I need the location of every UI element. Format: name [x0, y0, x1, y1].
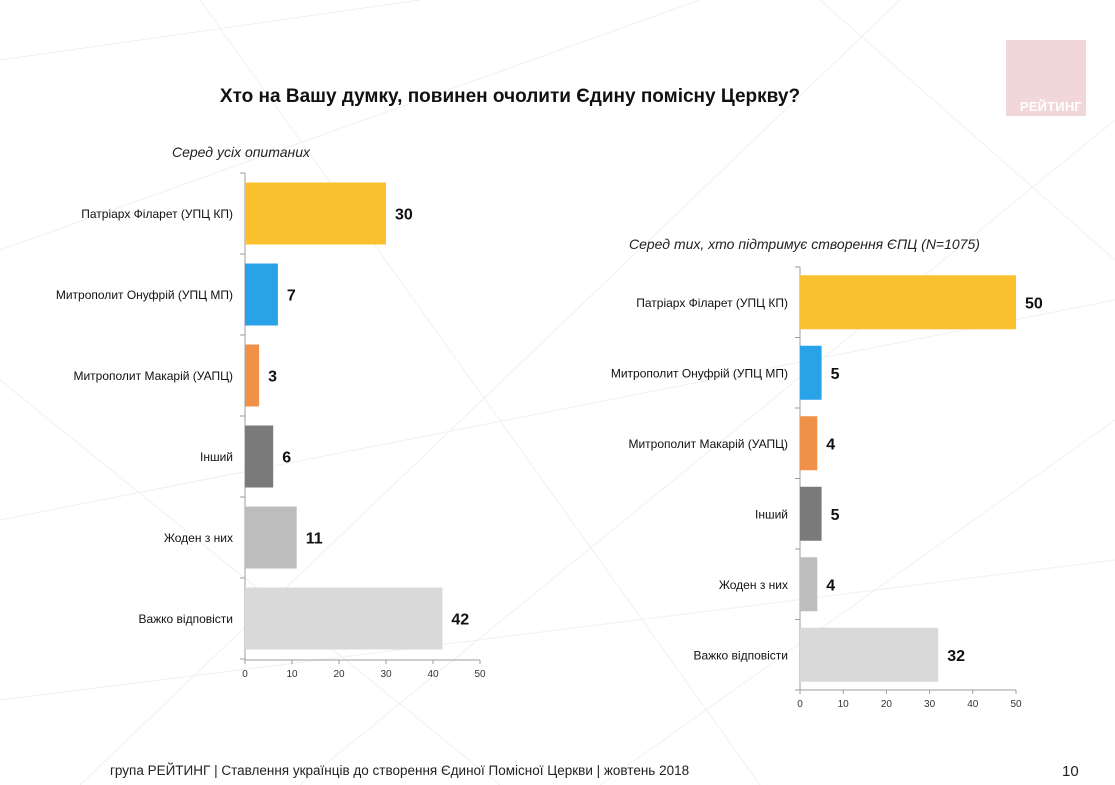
data-label: 5 — [831, 507, 840, 524]
bg-line — [0, 379, 501, 785]
category-label: Важко відповісти — [693, 648, 788, 662]
footer-text: група РЕЙТИНГ | Ставлення українців до с… — [110, 763, 690, 778]
bg-line — [0, 299, 1115, 521]
x-tick-label: 10 — [838, 699, 850, 710]
bar — [800, 627, 939, 682]
data-label: 4 — [826, 577, 835, 594]
data-label: 11 — [306, 531, 323, 548]
data-label: 50 — [1025, 295, 1043, 312]
bar — [245, 344, 260, 407]
bg-line — [0, 0, 421, 61]
rating-logo: РЕЙТИНГ — [1006, 40, 1086, 116]
bar — [800, 275, 1016, 330]
category-label: Патріарх Філарет (УПЦ КП) — [81, 207, 233, 221]
data-label: 6 — [282, 450, 291, 467]
x-tick-label: 30 — [924, 699, 936, 710]
logo-text: РЕЙТИНГ — [1019, 99, 1082, 114]
bar — [245, 425, 274, 488]
bar — [800, 557, 818, 612]
bar — [800, 416, 818, 471]
category-label: Інший — [755, 507, 788, 521]
x-tick-label: 0 — [242, 669, 248, 680]
page-title: Хто на Вашу думку, повинен очолити Єдину… — [219, 86, 801, 107]
page-number: 10 — [1062, 763, 1079, 780]
x-tick-label: 0 — [797, 699, 803, 710]
right-chart-subtitle: Серед тих, хто підтримує створення ЄПЦ (… — [629, 236, 980, 252]
category-label: Митрополит Макарій (УАПЦ) — [628, 437, 788, 451]
category-label: Важко відповісти — [138, 612, 233, 626]
data-label: 5 — [831, 366, 840, 383]
x-tick-label: 50 — [474, 669, 486, 680]
data-label: 42 — [451, 612, 469, 629]
left-chart-subtitle: Серед усіх опитаних — [172, 144, 310, 160]
category-label: Жоден з них — [719, 578, 788, 592]
category-label: Митрополит Онуфрій (УПЦ МП) — [611, 366, 788, 380]
category-label: Інший — [200, 450, 233, 464]
x-tick-label: 20 — [881, 699, 893, 710]
x-tick-label: 40 — [427, 669, 439, 680]
bar — [245, 587, 443, 650]
bg-line — [0, 559, 1115, 701]
data-label: 3 — [268, 369, 277, 386]
bg-line — [0, 0, 701, 251]
bg-line — [79, 0, 901, 785]
category-label: Митрополит Макарій (УАПЦ) — [73, 369, 233, 383]
bg-line — [819, 0, 1115, 261]
x-tick-label: 40 — [967, 699, 979, 710]
bar — [245, 506, 297, 569]
bar — [245, 263, 278, 326]
x-tick-label: 20 — [333, 669, 345, 680]
bar — [245, 182, 386, 245]
data-label: 7 — [287, 288, 296, 305]
bg-line — [299, 119, 1115, 785]
bg-line — [599, 419, 1115, 785]
bg-line — [199, 0, 761, 785]
data-label: 32 — [947, 648, 965, 665]
data-label: 30 — [395, 207, 413, 224]
category-label: Жоден з них — [164, 531, 233, 545]
bar — [800, 486, 822, 541]
category-label: Патріарх Філарет (УПЦ КП) — [636, 296, 788, 310]
x-tick-label: 10 — [286, 669, 298, 680]
bar — [800, 345, 822, 400]
x-tick-label: 30 — [380, 669, 392, 680]
x-tick-label: 50 — [1010, 699, 1022, 710]
category-label: Митрополит Онуфрій (УПЦ МП) — [56, 288, 233, 302]
data-label: 4 — [826, 436, 835, 453]
